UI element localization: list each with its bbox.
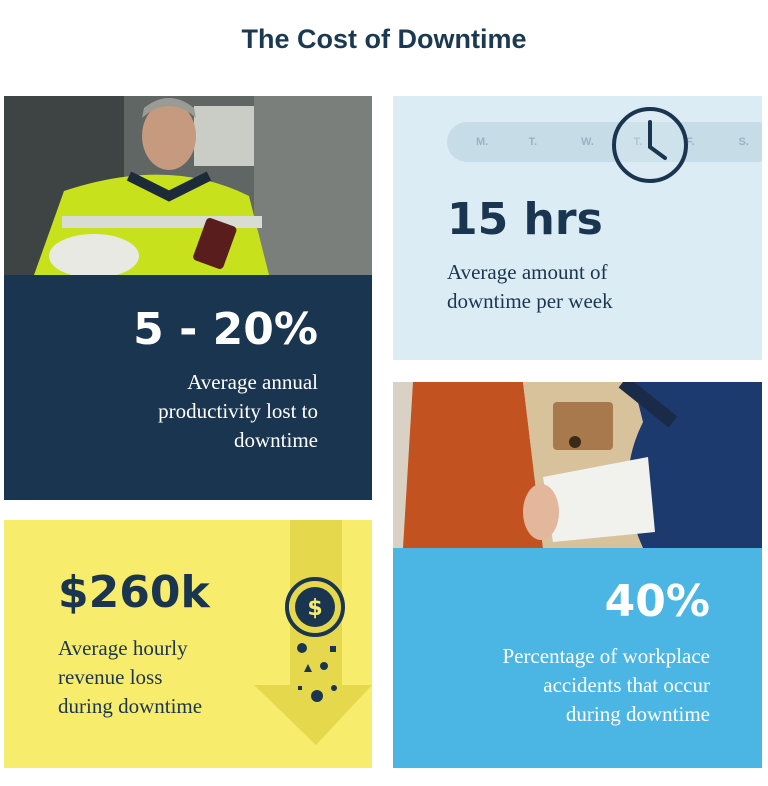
description-line: revenue loss	[58, 665, 163, 689]
week-bar	[447, 122, 762, 162]
description-line: accidents that occur	[543, 673, 710, 697]
stat-value: 15 hrs	[447, 194, 603, 245]
day-label: W.	[581, 136, 594, 148]
stat-value: 40%	[604, 576, 710, 627]
stat-description: Average amount of downtime per week	[447, 258, 613, 316]
stat-description: Percentage of workplace accidents that o…	[393, 642, 710, 729]
photo-injury	[393, 382, 762, 548]
description-line: downtime	[234, 428, 318, 452]
description-line: Average hourly	[58, 636, 188, 660]
stat-card: 5 - 20% Average annual productivity lost…	[4, 96, 372, 500]
svg-text:$: $	[307, 596, 322, 621]
day-label: F.	[686, 136, 695, 148]
description-line: productivity lost to	[158, 399, 318, 423]
stat-value: $260k	[58, 567, 210, 618]
stat-card: 40% Percentage of workplace accidents th…	[393, 382, 762, 768]
page-title: The Cost of Downtime	[241, 24, 527, 54]
day-label: M.	[476, 136, 489, 148]
arrow-graphic: $	[254, 520, 372, 745]
stat-description: Average hourly revenue loss during downt…	[58, 634, 202, 721]
day-label: T.	[633, 136, 643, 148]
stat-value: 5 - 20%	[133, 304, 318, 355]
description-line: Percentage of workplace	[502, 644, 710, 668]
photo-worker	[4, 96, 372, 275]
description-line: Average amount of	[447, 260, 608, 284]
stat-card	[393, 96, 762, 360]
description-line: during downtime	[58, 694, 203, 718]
day-label: T.	[528, 136, 538, 148]
description-line: Average annual	[187, 370, 318, 394]
stat-description: Average annual productivity lost to down…	[4, 368, 318, 455]
clock-icon	[612, 107, 688, 183]
description-line: downtime per week	[447, 289, 613, 313]
stat-card: $ $260k Average hourly revenue loss duri…	[4, 520, 372, 768]
day-label: S.	[738, 136, 749, 148]
description-line: during downtime	[565, 702, 710, 726]
